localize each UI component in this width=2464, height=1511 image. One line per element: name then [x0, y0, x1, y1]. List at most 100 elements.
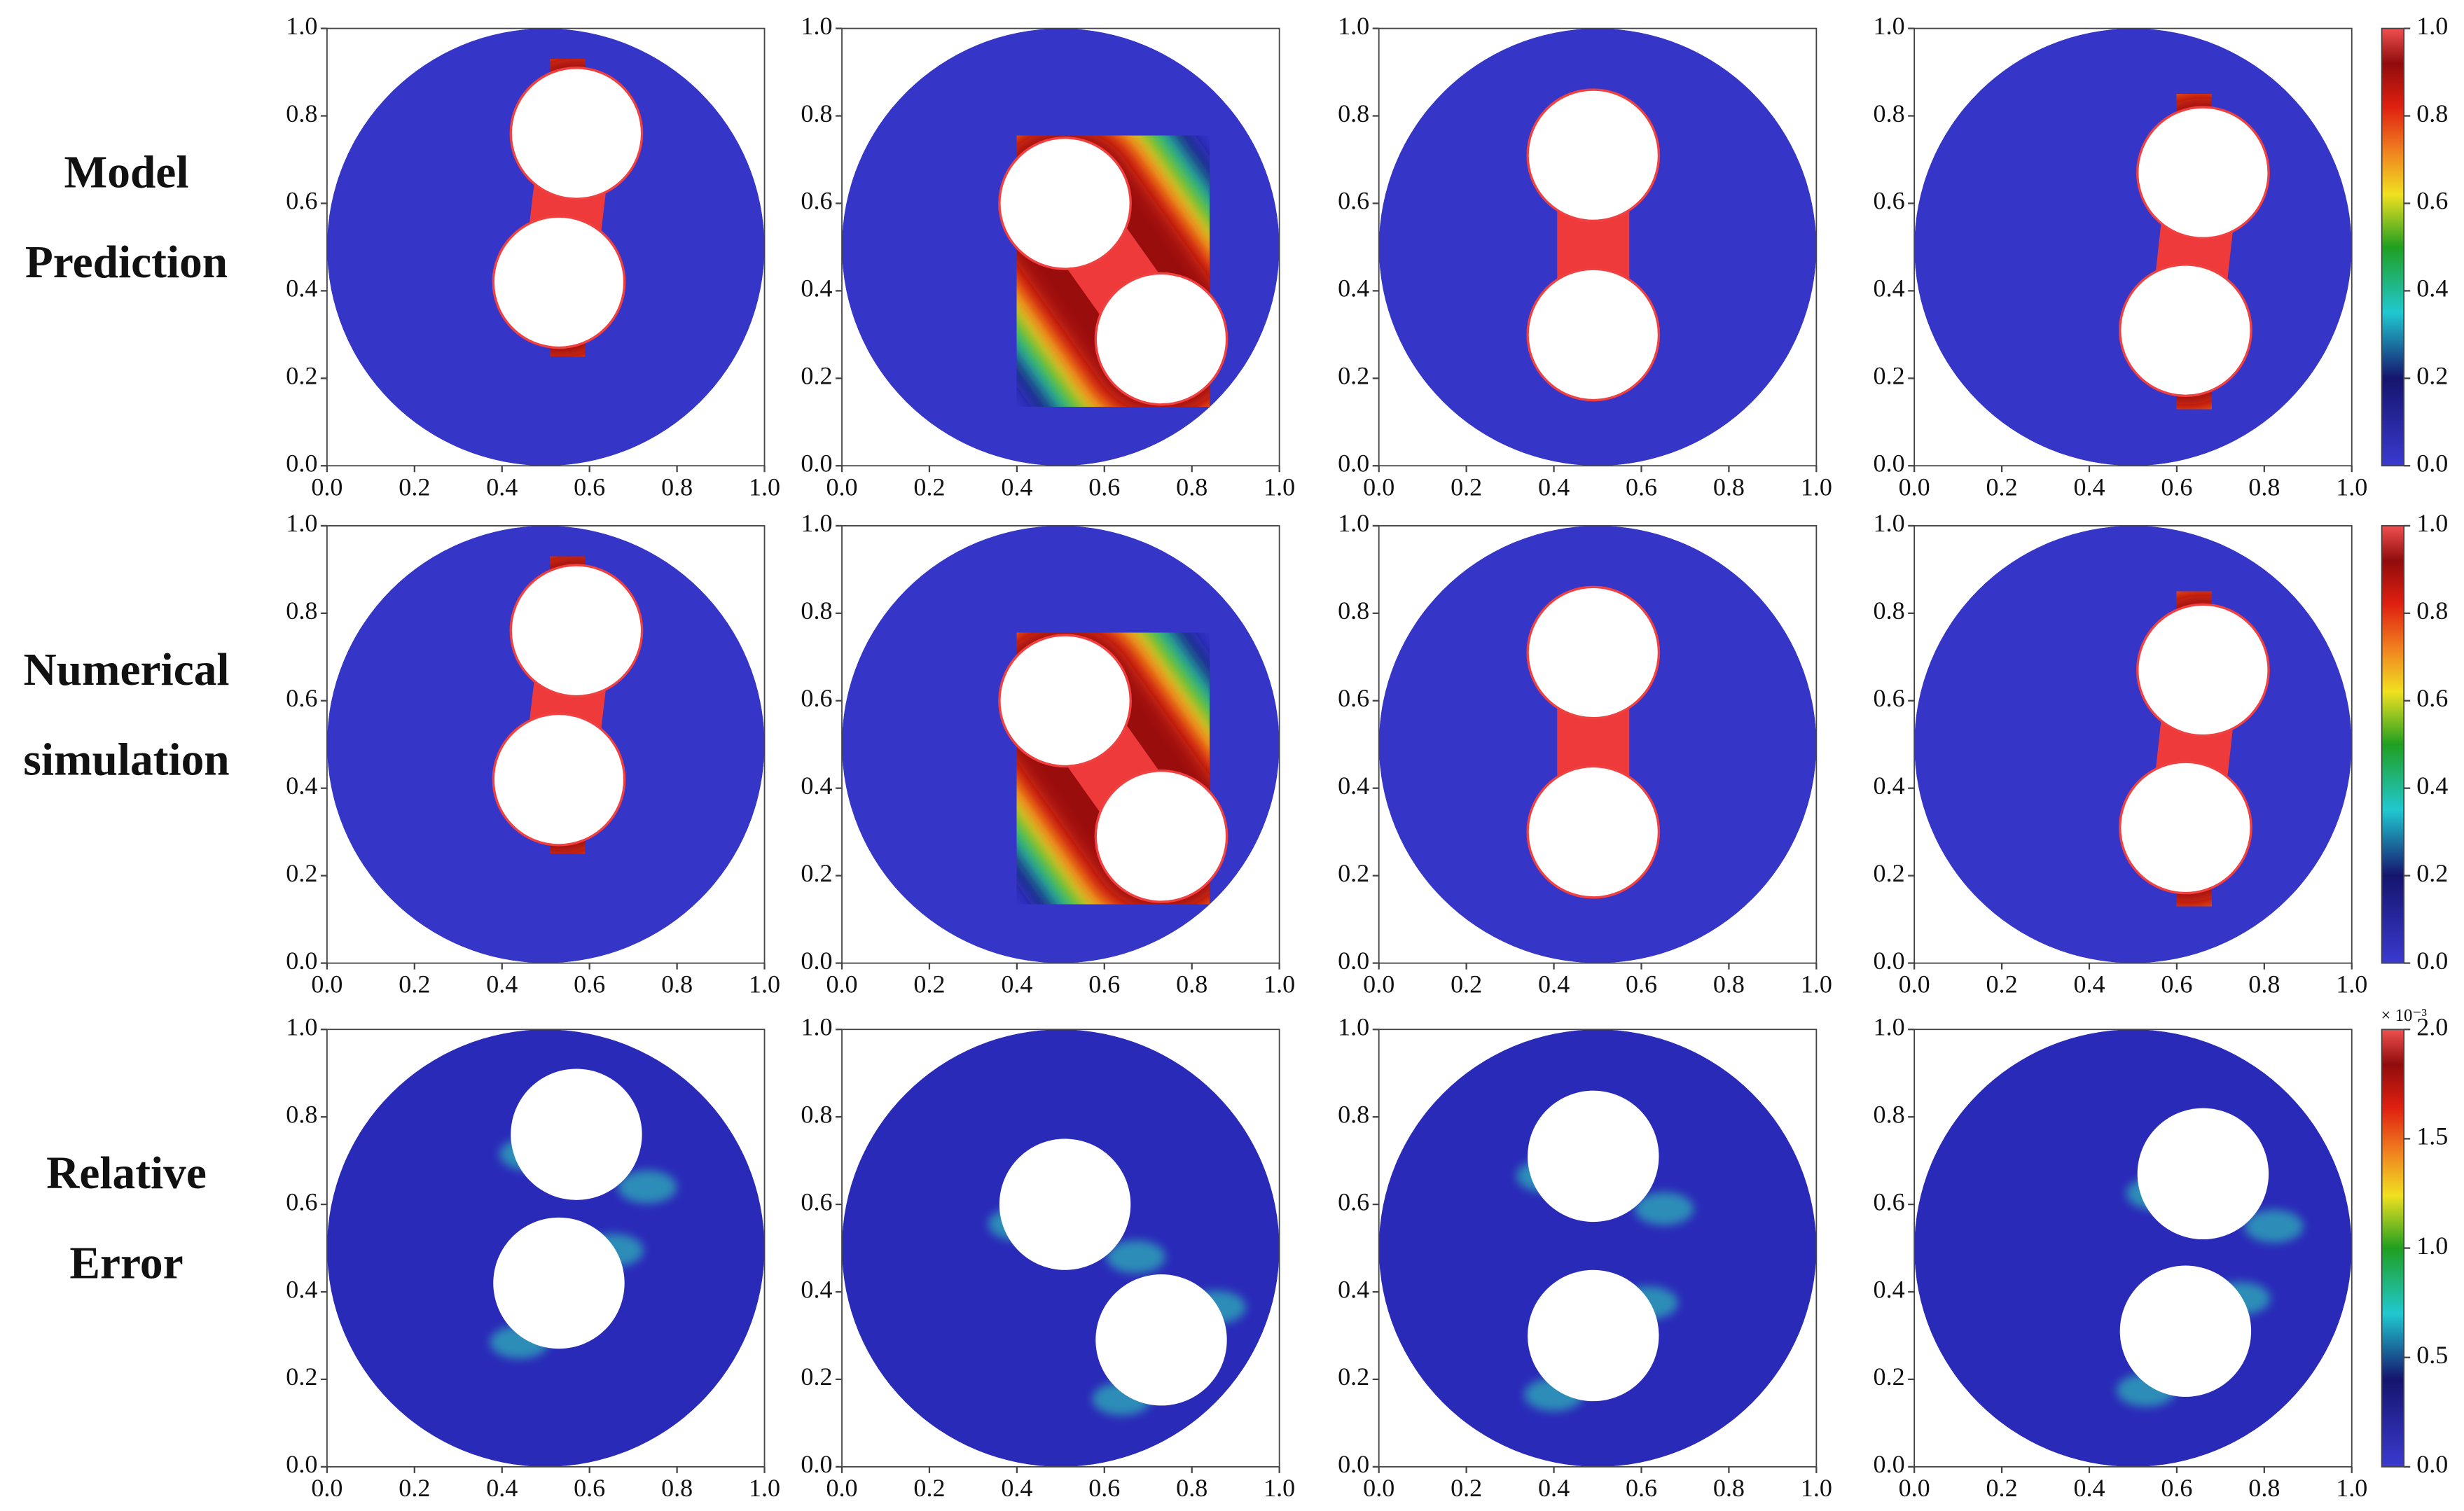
y-tick-label: 1.0: [1874, 12, 1905, 40]
y-tick-label: 0.0: [1338, 947, 1369, 975]
colorbar-tick-label: 1.5: [2416, 1122, 2448, 1150]
field: [1914, 28, 2352, 466]
error-noise: [1914, 1029, 2352, 1467]
x-tick-label: 0.0: [1899, 1474, 1930, 1502]
y-tick-label: 1.0: [286, 509, 317, 537]
y-tick-label: 0.4: [1874, 772, 1905, 800]
colorbar-tick-label: 0.4: [2416, 274, 2448, 302]
x-tick-label: 0.0: [1363, 1474, 1394, 1502]
colorbar: [2381, 1029, 2405, 1468]
x-tick-label: 1.0: [1264, 473, 1295, 501]
y-tick-label: 0.2: [1338, 1363, 1369, 1391]
x-tick-label: 0.4: [486, 1474, 518, 1502]
x-tick-label: 0.0: [1363, 473, 1394, 501]
y-tick-label: 0.0: [1874, 947, 1905, 975]
x-tick-label: 0.8: [661, 1474, 693, 1502]
y-tick-label: 0.0: [1874, 1450, 1905, 1478]
x-tick-label: 0.0: [826, 970, 857, 998]
y-tick-label: 0.0: [1874, 449, 1905, 477]
y-tick-label: 0.0: [286, 449, 317, 477]
axes-frame: [1913, 27, 2353, 467]
x-tick-label: 0.4: [1001, 1474, 1032, 1502]
y-tick-label: 0.2: [286, 859, 317, 887]
x-tick-label: 0.6: [1088, 970, 1120, 998]
y-tick-label: 0.0: [801, 947, 832, 975]
x-tick-label: 0.0: [311, 473, 342, 501]
y-tick-label: 0.6: [801, 684, 832, 712]
y-tick-label: 1.0: [1338, 509, 1369, 537]
y-tick-label: 0.4: [1338, 1275, 1369, 1303]
colorbar-tick-label: 0.2: [2416, 362, 2448, 390]
y-tick-label: 0.8: [801, 99, 832, 127]
y-tick-label: 0.6: [286, 187, 317, 215]
field: [1914, 525, 2352, 963]
hole: [998, 634, 1132, 768]
x-tick-label: 0.8: [661, 970, 693, 998]
axes-frame: [326, 525, 766, 964]
x-tick-label: 0.6: [1626, 1474, 1657, 1502]
panel: 0.0 0.2 0.4 0.6 0.8 1.0 0.0 0.2 0.4 0.6 0.8 1.0 0.0 0…: [1874, 509, 2449, 998]
x-tick-label: 0.6: [2161, 1474, 2192, 1502]
hole: [1528, 1269, 1659, 1402]
x-tick-label: 0.4: [2073, 473, 2105, 501]
y-tick-label: 0.4: [1338, 274, 1369, 302]
colorbar-tick-label: 0.5: [2416, 1341, 2448, 1369]
y-tick-label: 1.0: [1338, 1013, 1369, 1041]
hole: [1094, 770, 1228, 903]
y-tick-label: 0.4: [1874, 274, 1905, 302]
y-tick-label: 1.0: [801, 12, 832, 40]
x-tick-label: 0.6: [574, 1474, 605, 1502]
axes-frame: [326, 1029, 766, 1468]
x-tick-label: 0.0: [1899, 473, 1930, 501]
axes-frame: [1378, 525, 1818, 964]
y-tick-label: 0.6: [1338, 187, 1369, 215]
y-tick-label: 1.0: [1874, 1013, 1905, 1041]
axes-frame: [841, 27, 1280, 467]
x-tick-label: 0.6: [1626, 970, 1657, 998]
y-tick-label: 0.4: [1874, 1275, 1905, 1303]
x-tick-label: 0.4: [486, 473, 518, 501]
x-tick-label: 1.0: [2336, 1474, 2367, 1502]
y-tick-label: 0.8: [286, 597, 317, 625]
colorbar-tick-label: 1.0: [2416, 1232, 2448, 1260]
x-tick-label: 0.6: [2161, 473, 2192, 501]
x-tick-label: 1.0: [1801, 473, 1832, 501]
colorbar-tick-label: 0.0: [2416, 449, 2448, 477]
x-tick-label: 0.6: [574, 970, 605, 998]
row-label: Prediction: [25, 237, 228, 288]
hole: [2119, 1265, 2252, 1397]
colorbar-tick-label: 1.0: [2416, 509, 2448, 537]
x-tick-label: 0.2: [1451, 970, 1482, 998]
x-tick-label: 0.6: [2161, 970, 2192, 998]
x-tick-label: 0.8: [2248, 473, 2280, 501]
y-tick-label: 0.8: [1874, 99, 1905, 127]
hole: [492, 712, 626, 847]
colorbar-tick-label: 0.0: [2416, 947, 2448, 975]
y-tick-label: 0.6: [1874, 1188, 1905, 1216]
x-tick-label: 0.4: [1538, 1474, 1570, 1502]
panel: 0.0 0.2 0.4 0.6 0.8 1.0 0.0 0.2 0.4 0.6 0.8 1.0: [286, 12, 780, 501]
x-tick-label: 0.0: [311, 970, 342, 998]
y-tick-label: 0.6: [1338, 684, 1369, 712]
hole: [509, 67, 644, 200]
y-tick-label: 0.6: [1874, 684, 1905, 712]
y-tick-label: 0.6: [1338, 1188, 1369, 1216]
x-tick-label: 0.2: [1451, 473, 1482, 501]
x-tick-label: 0.8: [1176, 1474, 1207, 1502]
panel: 0.0 0.2 0.4 0.6 0.8 1.0 0.0 0.2 0.4 0.6 0.8 1.0: [286, 509, 780, 998]
x-tick-label: 0.2: [913, 473, 945, 501]
x-tick-label: 0.4: [2073, 970, 2105, 998]
y-tick-label: 0.4: [1338, 772, 1369, 800]
y-tick-label: 0.8: [1338, 597, 1369, 625]
field: [1914, 1029, 2352, 1467]
colorbar-tick-label: 0.8: [2416, 597, 2448, 625]
y-tick-label: 0.4: [801, 1275, 832, 1303]
y-tick-label: 0.0: [286, 1450, 317, 1478]
colorbar-tick-label: 0.0: [2416, 1450, 2448, 1478]
y-tick-label: 0.0: [1338, 1450, 1369, 1478]
x-tick-label: 0.0: [826, 473, 857, 501]
y-tick-label: 1.0: [1338, 12, 1369, 40]
y-tick-label: 0.2: [1874, 362, 1905, 390]
hole: [2119, 760, 2252, 895]
